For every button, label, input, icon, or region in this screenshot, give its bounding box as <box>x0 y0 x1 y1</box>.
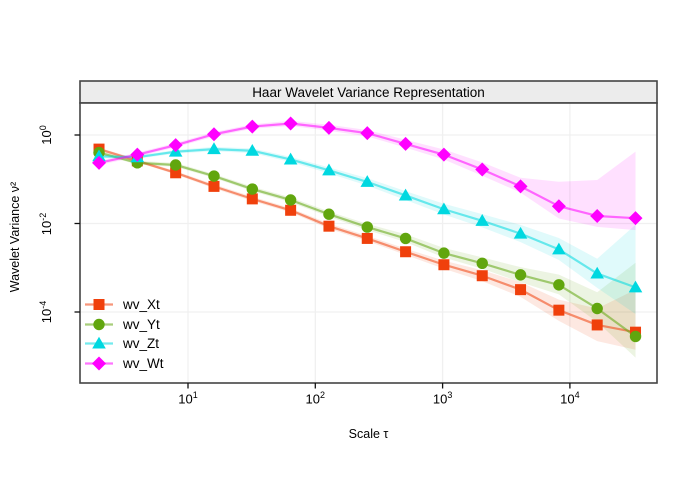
legend-marker-triangle <box>92 337 106 349</box>
point-wv_Wt <box>398 136 413 151</box>
y-tick-label-1e-4: 10-4 <box>37 300 55 324</box>
point-wv_Xt <box>591 319 603 331</box>
point-wv_Wt <box>92 155 107 170</box>
legend-marker-circle <box>93 318 105 331</box>
point-wv_Zt <box>590 266 604 279</box>
point-wv_Yt <box>323 208 335 220</box>
point-wv_Zt <box>475 214 490 226</box>
point-wv_Xt <box>361 232 373 244</box>
point-wv_Xt <box>208 180 220 192</box>
point-wv_Zt <box>92 149 106 162</box>
point-wv_Zt <box>207 142 221 155</box>
y-tick-label-1e0: 100 <box>37 125 55 145</box>
legend-item-wv_Zt: wv_Zt <box>84 334 164 354</box>
legend: wv_Xt wv_Yt wv_Zt wv_Wt <box>84 295 164 373</box>
point-wv_Zt <box>552 242 566 255</box>
x-tick-label-1e4: 104 <box>560 390 580 407</box>
point-wv_Xt <box>170 167 182 179</box>
point-wv_Yt <box>438 247 450 259</box>
point-wv_Wt <box>551 199 566 214</box>
legend-marker-square <box>93 299 105 311</box>
x-tick-label-1e1: 101 <box>178 390 198 407</box>
point-wv_Zt <box>513 226 528 239</box>
plot-title: Haar Wavelet Variance Representation <box>252 85 485 100</box>
point-wv_Zt <box>360 175 375 187</box>
point-wv_Yt <box>246 183 259 195</box>
legend-diamond-icon <box>85 356 113 371</box>
point-wv_Yt <box>284 194 297 206</box>
legend-item-wv_Xt: wv_Xt <box>84 295 164 315</box>
point-wv_Yt <box>208 170 220 182</box>
point-wv_Zt <box>398 188 413 201</box>
point-wv_Wt <box>436 147 451 162</box>
legend-circle-icon <box>85 318 113 331</box>
point-wv_Xt <box>553 304 565 316</box>
legend-item-wv_Wt: wv_Wt <box>84 354 164 374</box>
legend-label: wv_Zt <box>123 336 160 352</box>
point-wv_Wt <box>628 211 643 226</box>
point-wv_Wt <box>206 127 221 142</box>
point-wv_Zt <box>322 163 336 176</box>
legend-marker-diamond <box>92 356 106 371</box>
point-wv_Yt <box>361 221 373 233</box>
point-wv_Wt <box>130 147 145 162</box>
point-wv_Zt <box>628 280 643 293</box>
ci-band-wv_Wt <box>99 120 636 231</box>
point-wv_Yt <box>476 257 488 270</box>
point-wv_Wt <box>321 120 336 135</box>
point-wv_Yt <box>169 159 182 171</box>
point-wv_Yt <box>399 232 412 245</box>
x-tick-label-1e2: 102 <box>305 390 326 407</box>
point-wv_Zt <box>437 202 451 215</box>
point-wv_Zt <box>283 152 298 165</box>
point-wv_Wt <box>245 119 260 134</box>
legend-label: wv_Wt <box>123 356 164 372</box>
point-wv_Xt <box>476 270 488 282</box>
legend-label: wv_Yt <box>123 316 160 332</box>
y-tick-label-1e-2: 10-2 <box>37 212 55 235</box>
point-wv_Wt <box>360 126 375 141</box>
ci-band-wv_Xt <box>99 147 636 350</box>
plot-title-strip: Haar Wavelet Variance Representation <box>80 81 657 104</box>
point-wv_Wt <box>168 138 183 153</box>
y-axis-label: Wavelet Variance ν² <box>8 181 22 293</box>
legend-item-wv_Yt: wv_Yt <box>84 315 164 335</box>
point-wv_Xt <box>515 284 527 296</box>
legend-square-icon <box>85 299 113 311</box>
point-wv_Wt <box>513 179 528 194</box>
point-wv_Wt <box>590 208 605 223</box>
point-wv_Xt <box>438 259 450 271</box>
point-wv_Xt <box>285 204 297 216</box>
point-wv_Xt <box>400 246 412 258</box>
x-axis-label: Scale τ <box>348 427 389 441</box>
point-wv_Yt <box>514 269 527 281</box>
x-tick-label-1e3: 103 <box>432 390 453 407</box>
point-wv_Xt <box>246 193 258 205</box>
panel-border <box>79 102 658 384</box>
point-wv_Yt <box>553 279 565 291</box>
point-wv_Yt <box>629 330 642 343</box>
point-wv_Xt <box>323 220 335 232</box>
point-wv_Wt <box>283 116 298 131</box>
point-wv_Wt <box>475 162 490 177</box>
point-wv_Zt <box>245 143 260 156</box>
legend-triangle-icon <box>85 337 113 349</box>
point-wv_Yt <box>591 302 603 315</box>
legend-label: wv_Xt <box>123 297 160 313</box>
